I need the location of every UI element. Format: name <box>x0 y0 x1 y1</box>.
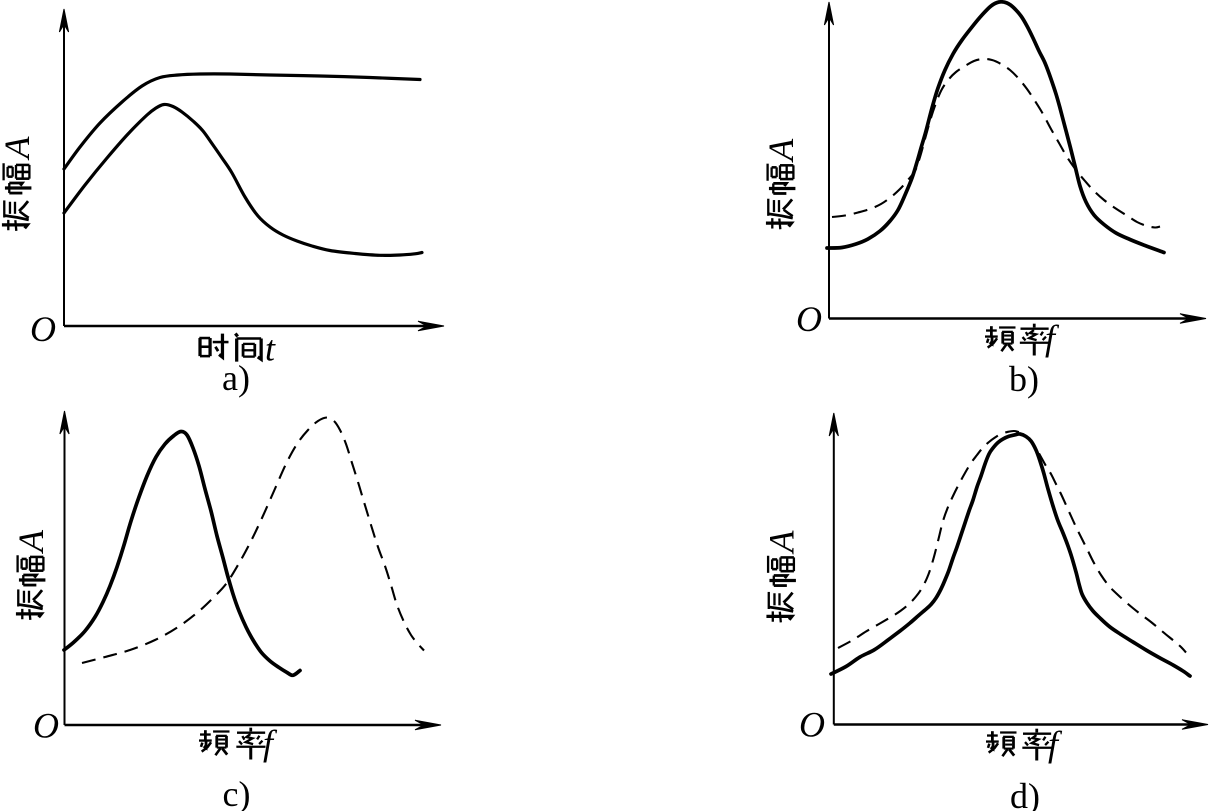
svg-text:O: O <box>796 299 822 339</box>
svg-text:b): b) <box>1009 359 1039 399</box>
svg-text:A: A <box>762 530 802 555</box>
svg-text:O: O <box>799 705 825 745</box>
svg-text:A: A <box>11 529 51 554</box>
svg-text:a): a) <box>222 358 250 398</box>
svg-text:c): c) <box>223 774 251 811</box>
svg-text:t: t <box>265 329 276 369</box>
svg-text:O: O <box>30 309 56 349</box>
svg-text:A: A <box>0 136 37 161</box>
svg-text:d): d) <box>1010 776 1040 811</box>
svg-text:O: O <box>33 706 59 746</box>
svg-text:A: A <box>761 138 801 163</box>
